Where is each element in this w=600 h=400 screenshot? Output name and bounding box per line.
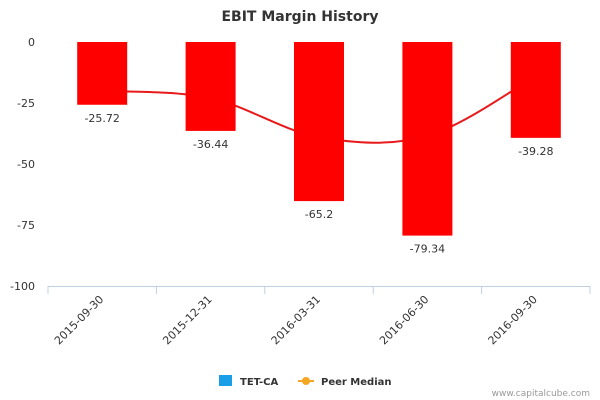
legend-swatch-peer-median-dot	[302, 377, 310, 385]
y-tick-label: -100	[10, 280, 35, 293]
x-tick-label: 2016-03-31	[269, 293, 323, 347]
watermark-text[interactable]: www.capitalcube.com	[492, 389, 590, 399]
bar[interactable]	[77, 42, 128, 105]
x-tick-label: 2016-06-30	[377, 293, 431, 347]
data-labels-group: -25.72 -36.44 -65.2 -79.34 -39.28	[84, 112, 553, 256]
y-tick-label: -50	[17, 158, 35, 171]
y-axis-ticks: 0 -25 -50 -75 -100	[10, 36, 35, 293]
bar-data-label: -25.72	[84, 112, 119, 125]
legend-swatch-tet-ca	[219, 375, 232, 386]
x-tick-label: 2015-09-30	[52, 293, 106, 347]
bars-group	[77, 42, 561, 236]
bar-data-label: -39.28	[518, 145, 553, 158]
bar-data-label: -65.2	[305, 208, 333, 221]
x-axis-ticks: 2015-09-30 2015-12-31 2016-03-31 2016-06-30…	[47, 286, 591, 347]
bar-data-label: -36.44	[193, 138, 228, 151]
bar[interactable]	[294, 42, 344, 202]
chart-title: EBIT Margin History	[221, 9, 378, 25]
x-tick-label: 2015-12-31	[160, 293, 214, 347]
y-tick-label: -25	[17, 97, 35, 110]
legend[interactable]: TET-CA Peer Median	[219, 375, 392, 388]
bar[interactable]	[185, 42, 236, 131]
legend-label-peer-median[interactable]: Peer Median	[321, 377, 392, 388]
bar-data-label: -79.34	[410, 243, 445, 256]
y-tick-label: 0	[28, 36, 35, 49]
bar[interactable]	[402, 42, 453, 236]
x-tick-label: 2016-09-30	[486, 293, 540, 347]
y-tick-label: -75	[17, 219, 35, 232]
legend-label-tet-ca[interactable]: TET-CA	[240, 377, 278, 388]
bar[interactable]	[510, 42, 561, 138]
